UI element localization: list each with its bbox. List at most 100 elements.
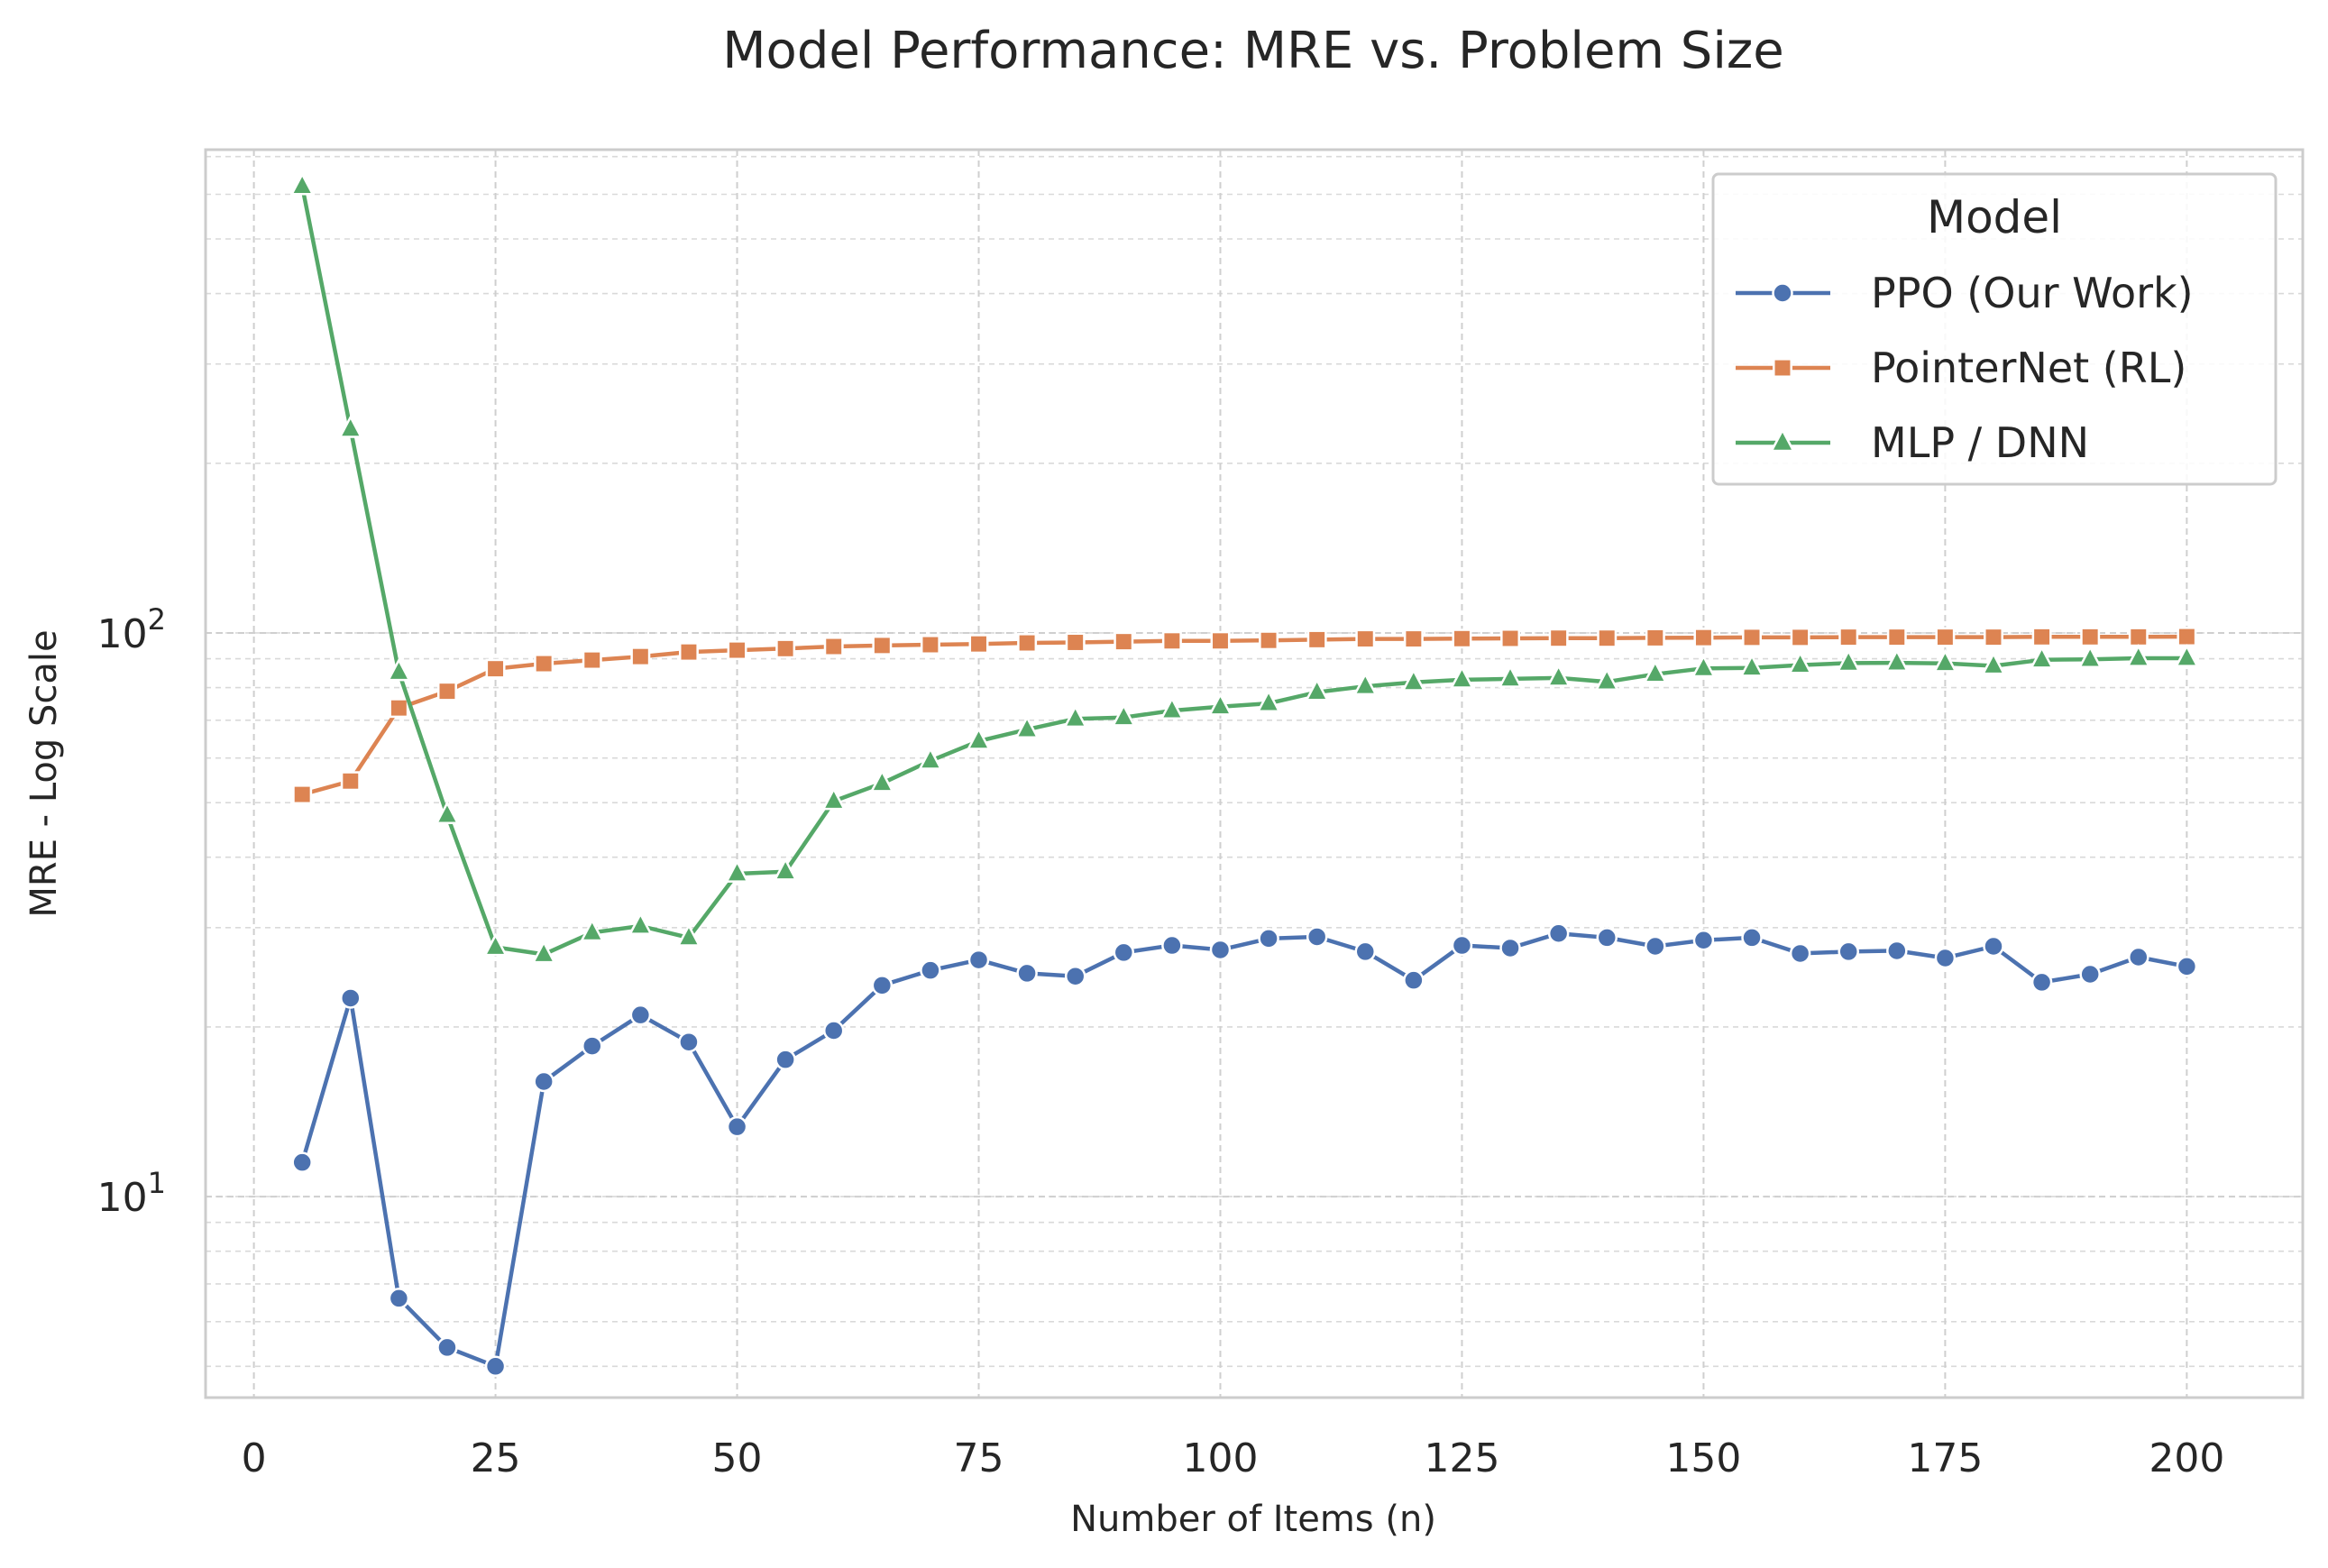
data-point (871, 975, 894, 996)
data-point (821, 786, 847, 811)
data-point (1984, 627, 2003, 647)
data-point (1403, 628, 1424, 649)
y-tick-label: 102 (97, 602, 166, 657)
data-point (628, 912, 653, 935)
data-point (340, 987, 362, 1009)
data-point (485, 658, 506, 679)
x-tick-label: 200 (2149, 1435, 2224, 1481)
data-point (1403, 969, 1425, 991)
data-point (1354, 940, 1377, 963)
data-point (1983, 935, 2004, 958)
data-point (1209, 939, 1232, 961)
data-point (774, 1049, 796, 1070)
x-tick-label: 75 (954, 1435, 1004, 1481)
x-axis-label: Number of Items (n) (1070, 1499, 1436, 1540)
data-point (678, 642, 699, 663)
data-point (582, 1035, 603, 1057)
data-point (2031, 627, 2052, 647)
data-point (724, 859, 750, 883)
data-point (1645, 628, 1665, 648)
data-point (1207, 692, 1233, 716)
data-point (1981, 651, 2006, 675)
data-point (1886, 940, 1908, 962)
series-1 (292, 627, 2197, 805)
data-point (437, 681, 457, 701)
data-point (1597, 628, 1618, 648)
legend-items: PPO (Our Work) PointerNet (RL) MLP / DNN (1736, 269, 2194, 467)
x-tick-label: 175 (1907, 1435, 1983, 1481)
legend-label: PointerNet (RL) (1871, 344, 2186, 392)
data-point (1401, 667, 1426, 692)
data-point (435, 801, 460, 824)
data-point (534, 654, 555, 674)
data-point (678, 1031, 700, 1053)
data-point (1692, 930, 1715, 951)
legend-item: MLP / DNN (1736, 418, 2089, 467)
legend-item: PointerNet (RL) (1736, 344, 2186, 392)
data-point (1111, 702, 1136, 727)
data-point (2128, 946, 2149, 968)
data-point (1691, 654, 1716, 678)
series-layer (289, 171, 2199, 1378)
data-point (338, 414, 363, 438)
data-point (1838, 940, 1859, 963)
data-point (1449, 665, 1475, 689)
series-line (300, 931, 2187, 1369)
data-point (580, 918, 605, 942)
data-point (1014, 715, 1040, 738)
data-point (291, 1151, 313, 1173)
legend-box (1711, 172, 2278, 486)
data-point (1063, 704, 1088, 729)
data-point (1886, 627, 1907, 647)
series-line (299, 186, 2187, 957)
data-point (1935, 627, 1956, 647)
data-point (1017, 633, 1038, 654)
data-point (1643, 659, 1668, 683)
data-point (1934, 947, 1957, 969)
data-point (726, 1115, 748, 1138)
data-point (1546, 663, 1572, 687)
data-point (340, 771, 361, 792)
data-point (1790, 627, 1810, 647)
data-point (1161, 630, 1182, 651)
plot-frame (204, 148, 2305, 1399)
data-point (289, 171, 315, 196)
x-tick-label: 0 (242, 1435, 267, 1481)
data-point (920, 635, 940, 655)
x-tick-label: 150 (1665, 1435, 1741, 1481)
data-point (582, 650, 602, 671)
data-point (676, 923, 701, 947)
data-point (1306, 926, 1328, 948)
data-point (920, 959, 941, 981)
data-point (1548, 628, 1569, 648)
data-point (1742, 627, 1762, 647)
data-point (1256, 689, 1281, 712)
x-tick-label: 50 (712, 1435, 763, 1481)
data-point (1772, 282, 1793, 304)
data-point (1741, 927, 1763, 949)
data-point (2030, 645, 2055, 669)
data-point (1596, 927, 1618, 949)
series-line (301, 634, 2187, 797)
data-point (1352, 672, 1378, 696)
data-point (2080, 627, 2101, 647)
series-2 (289, 171, 2199, 964)
data-point (1114, 631, 1134, 652)
data-point (872, 635, 893, 656)
data-point (1305, 677, 1330, 701)
x-axis-ticks: 0 25 50 75 100 125 150 175 200 (242, 1435, 2225, 1481)
data-point (1693, 628, 1714, 648)
data-point (2126, 644, 2151, 667)
data-point (386, 657, 411, 682)
data-point (1838, 627, 1859, 647)
data-point (822, 1020, 845, 1041)
data-point (773, 857, 798, 881)
data-point (918, 746, 943, 770)
data-point (1789, 942, 1811, 965)
data-point (1159, 696, 1185, 720)
data-point (482, 932, 509, 957)
data-point (823, 637, 844, 656)
data-point (1773, 358, 1792, 378)
data-point (1064, 965, 1086, 987)
